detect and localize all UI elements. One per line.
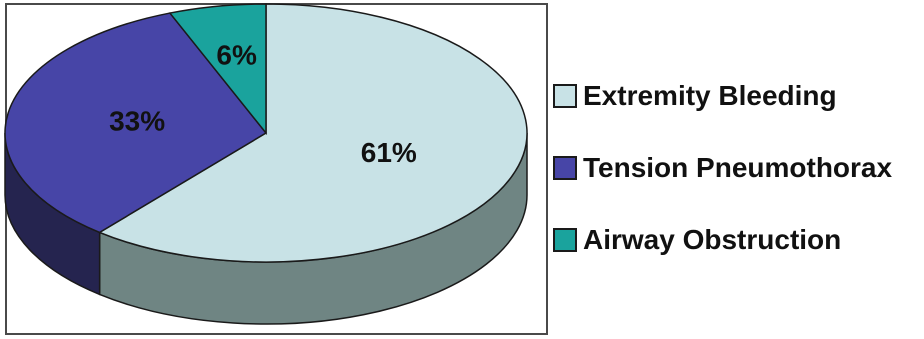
legend-swatch-airway-obstruction [553, 228, 577, 252]
legend-item-extremity-bleeding: Extremity Bleeding [553, 74, 837, 118]
pie-slice-tension-pneumothorax [4, 12, 268, 234]
pie-slice-extremity-bleeding [97, 3, 528, 263]
pie-labels-layer: 61% 33% 6% [109, 39, 417, 168]
legend-item-airway-obstruction: Airway Obstruction [553, 218, 841, 262]
legend-label-airway-obstruction: Airway Obstruction [583, 224, 842, 255]
pie-label-tension-pneumothorax: 33% [109, 105, 165, 136]
legend-label-tension-pneumothorax: Tension Pneumothorax [583, 152, 893, 183]
pie-label-airway-obstruction: 6% [216, 39, 257, 70]
legend-label-extremity-bleeding: Extremity Bleeding [583, 80, 837, 111]
legend-swatch-extremity-bleeding [553, 84, 577, 108]
pie-label-extremity-bleeding: 61% [361, 137, 417, 168]
legend-item-tension-pneumothorax: Tension Pneumothorax [553, 146, 892, 190]
pie-slice-airway-obstruction [168, 3, 267, 136]
pie-top-layer [4, 3, 528, 263]
legend-swatch-tension-pneumothorax [553, 156, 577, 180]
